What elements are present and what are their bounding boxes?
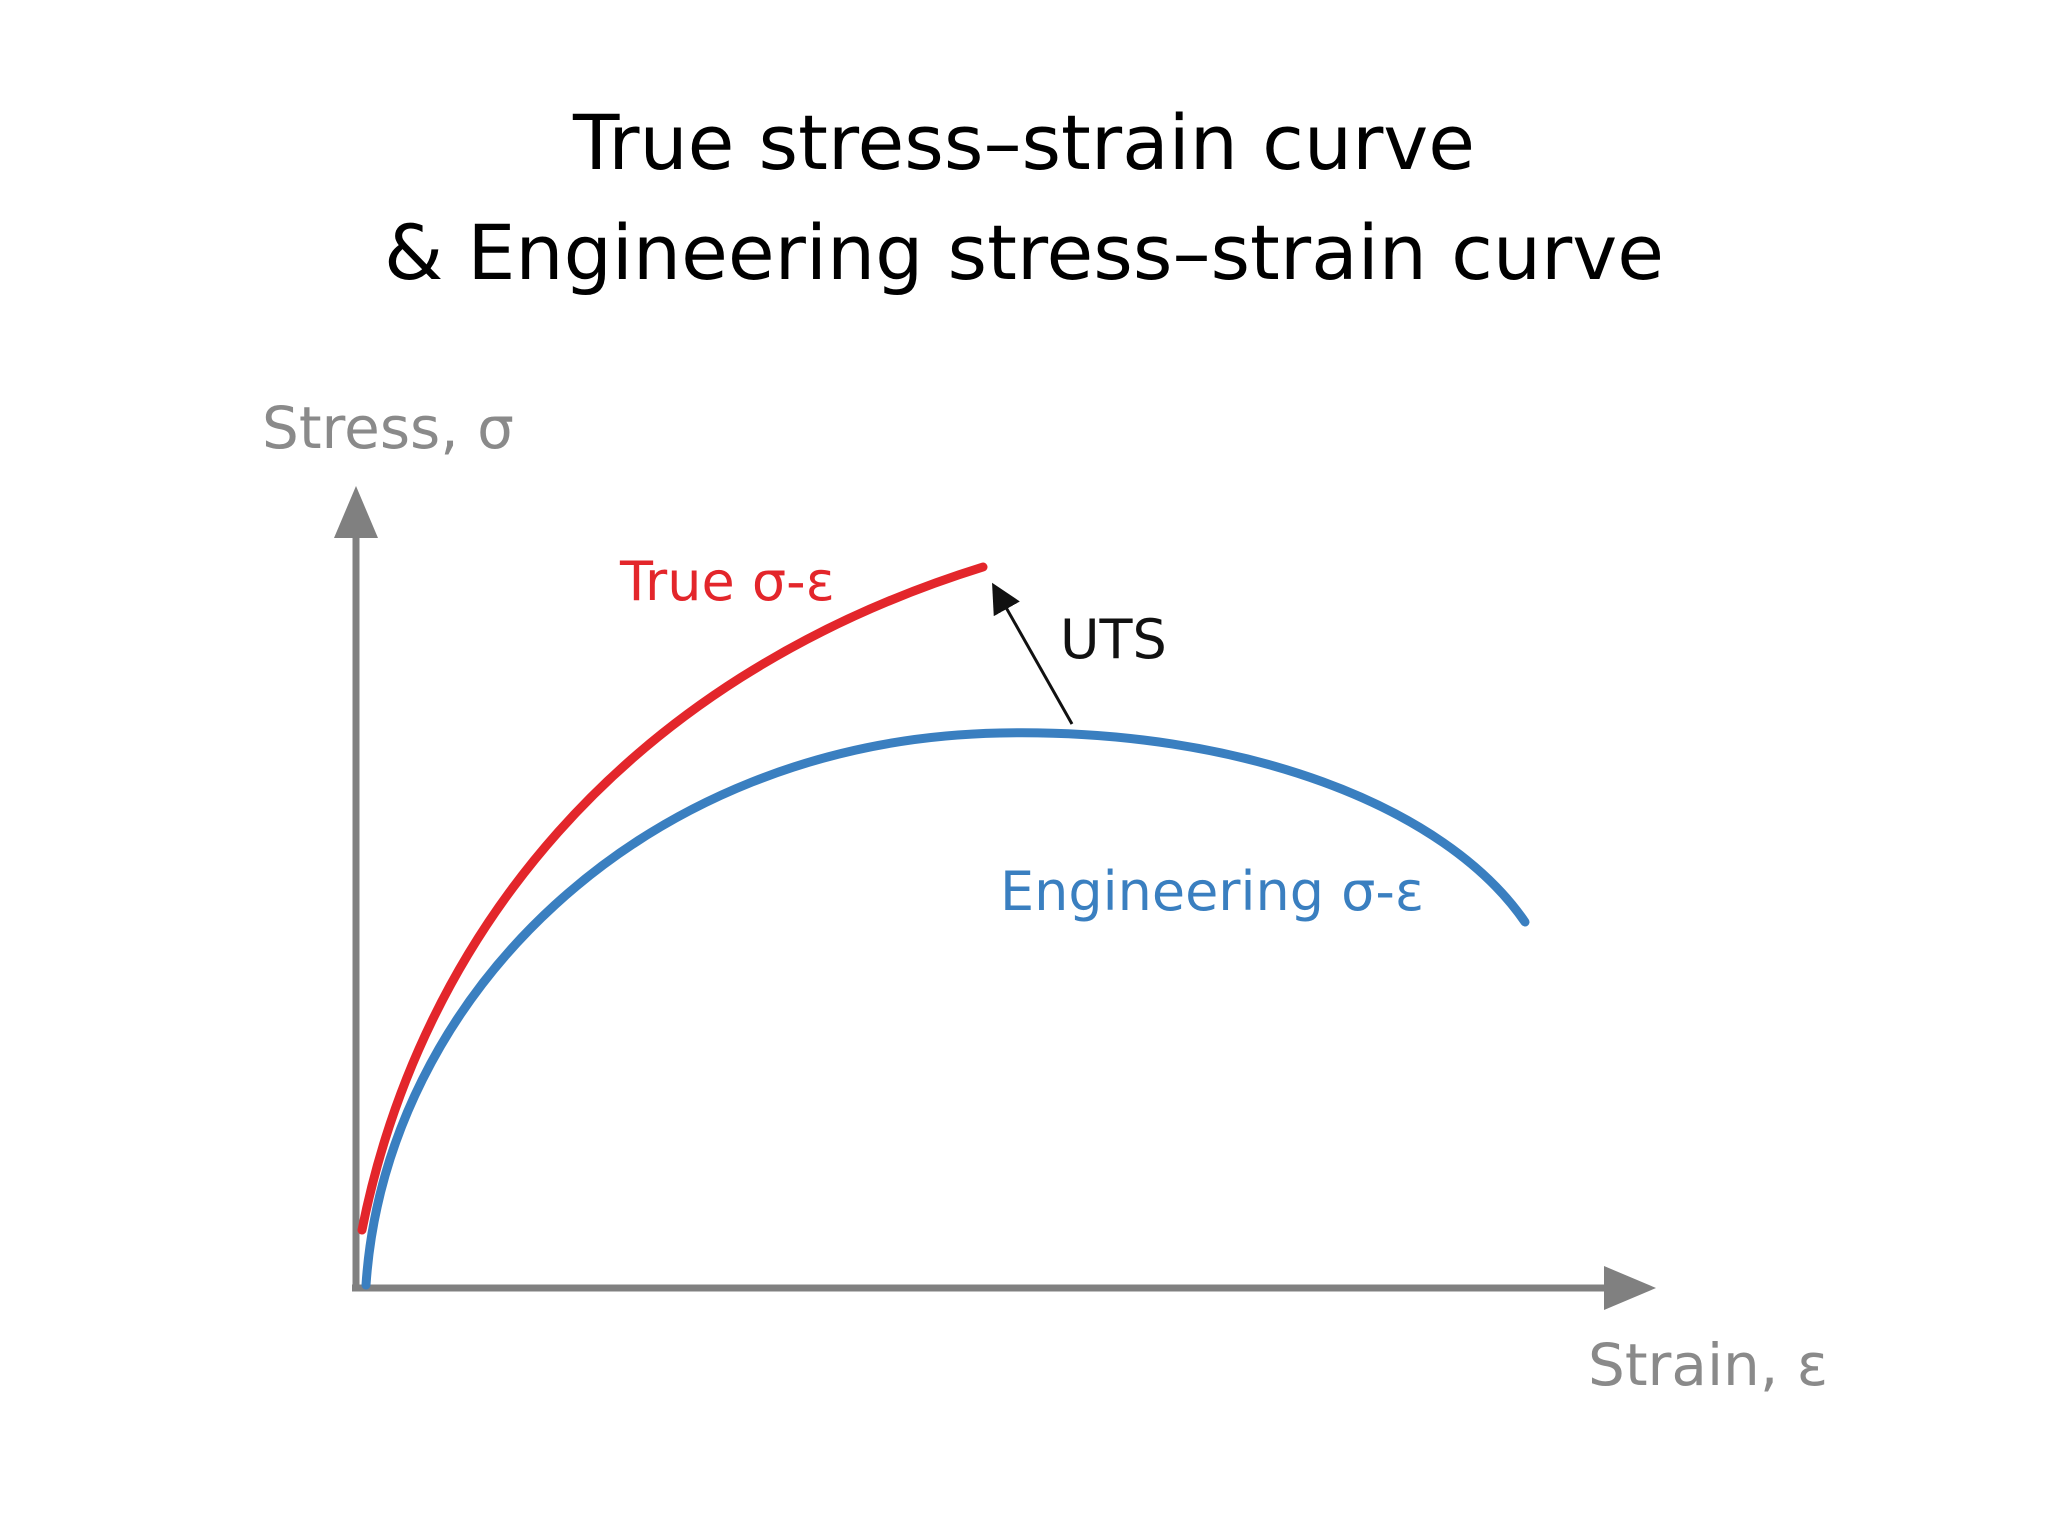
title-line-1: True stress–strain curve — [572, 98, 1476, 187]
uts-label: UTS — [1060, 608, 1167, 671]
engineering-curve — [361, 728, 1530, 1290]
x-axis-label: Strain, ε — [1588, 1331, 1828, 1399]
engineering-curve-label: Engineering σ-ε — [1000, 860, 1424, 923]
true-curve-label: True σ-ε — [619, 550, 835, 613]
x-axis-arrowhead — [1604, 1266, 1656, 1310]
slide-title: True stress–strain curve & Engineering s… — [0, 88, 2048, 308]
true-curve — [357, 562, 988, 1235]
y-axis-label: Stress, σ — [262, 394, 514, 462]
y-axis-arrowhead — [334, 486, 378, 538]
uts-arrow — [992, 582, 1074, 725]
title-line-2: & Engineering stress–strain curve — [383, 208, 1665, 297]
